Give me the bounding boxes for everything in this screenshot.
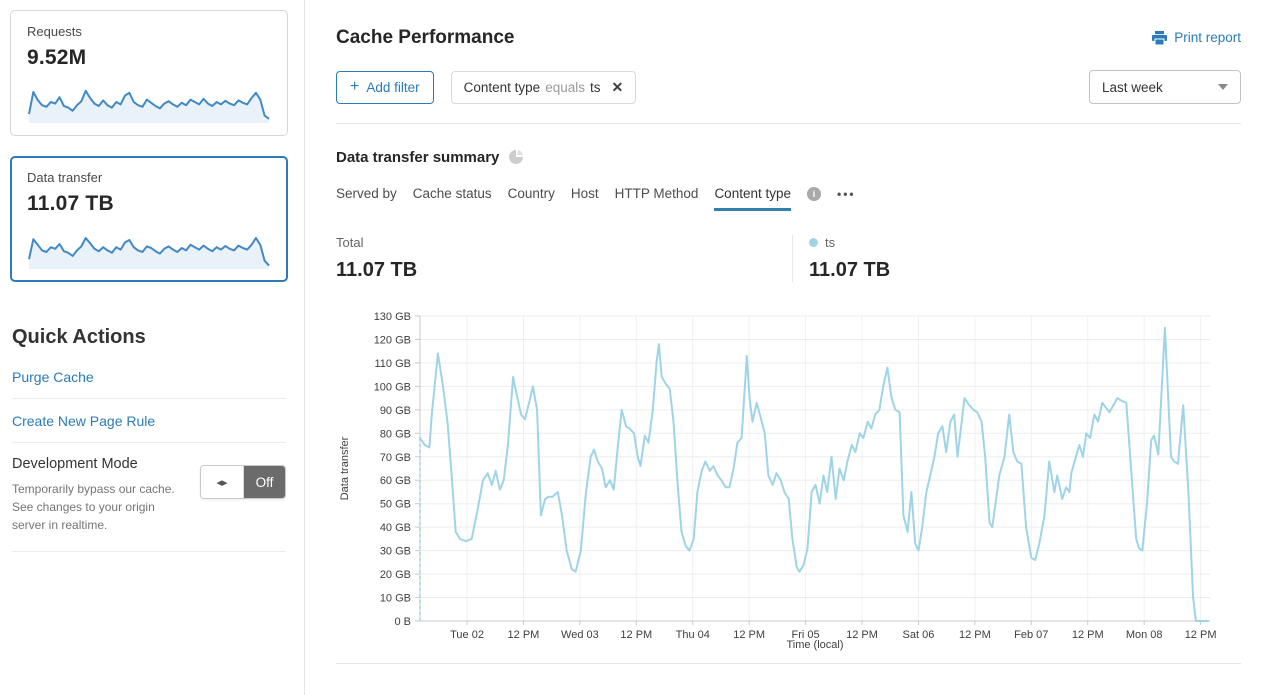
filter-chip[interactable]: Content type equals ts ✕ — [450, 70, 637, 104]
sidebar: Requests 9.52M Data transfer 11.07 TB Qu… — [0, 0, 305, 695]
toggle-state-label: Off — [244, 466, 285, 498]
series-value: 11.07 TB — [809, 259, 891, 281]
data-transfer-summary-section: Data transfer summary Served by Cache st… — [336, 124, 1241, 674]
data-transfer-metric-card[interactable]: Data transfer 11.07 TB — [10, 156, 288, 282]
requests-metric-card[interactable]: Requests 9.52M — [10, 10, 288, 136]
data-transfer-card-label: Data transfer — [27, 170, 103, 185]
total-value: 11.07 TB — [336, 259, 418, 281]
plus-icon: + — [350, 78, 360, 95]
toggle-arrows-icon: ◂▸ — [201, 466, 244, 498]
svg-text:70 GB: 70 GB — [380, 452, 411, 464]
svg-text:12 PM: 12 PM — [1072, 629, 1104, 641]
tab-country[interactable]: Country — [507, 186, 555, 201]
info-icon[interactable]: i — [807, 187, 821, 201]
tab-content-type[interactable]: Content type — [714, 186, 791, 211]
total-label: Total — [336, 235, 364, 250]
svg-text:Feb 07: Feb 07 — [1014, 629, 1048, 641]
svg-text:12 PM: 12 PM — [620, 629, 652, 641]
series-color-dot — [809, 238, 818, 247]
chevron-down-icon — [1218, 84, 1228, 90]
printer-icon — [1152, 30, 1168, 45]
svg-text:100 GB: 100 GB — [374, 381, 411, 393]
add-filter-button[interactable]: + Add filter — [336, 70, 434, 104]
svg-text:50 GB: 50 GB — [380, 499, 411, 511]
svg-text:12 PM: 12 PM — [733, 629, 765, 641]
svg-text:20 GB: 20 GB — [380, 569, 411, 581]
svg-text:Data transfer: Data transfer — [339, 436, 351, 500]
tab-host[interactable]: Host — [570, 186, 599, 201]
svg-text:12 PM: 12 PM — [959, 629, 991, 641]
svg-text:60 GB: 60 GB — [380, 475, 411, 487]
purge-cache-link[interactable]: Purge Cache — [12, 355, 286, 399]
quick-actions-section: Quick Actions Purge Cache Create New Pag… — [10, 302, 288, 552]
svg-text:80 GB: 80 GB — [380, 428, 411, 440]
requests-card-label: Requests — [27, 24, 82, 39]
filter-field: Content type — [463, 79, 541, 95]
tab-http-method[interactable]: HTTP Method — [614, 186, 699, 201]
summary-tabs: Served by Cache status Country Host HTTP… — [336, 186, 1241, 211]
svg-text:130 GB: 130 GB — [374, 311, 411, 323]
requests-card-value: 9.52M — [27, 46, 87, 69]
development-mode-toggle[interactable]: ◂▸ Off — [200, 465, 286, 499]
summary-title: Data transfer summary — [336, 149, 500, 166]
development-mode-description: Temporarily bypass our cache. See change… — [12, 482, 175, 532]
print-report-label: Print report — [1174, 30, 1241, 45]
svg-text:12 PM: 12 PM — [508, 629, 540, 641]
svg-text:Thu 04: Thu 04 — [676, 629, 710, 641]
svg-text:Tue 02: Tue 02 — [450, 629, 484, 641]
print-report-link[interactable]: Print report — [1152, 30, 1241, 45]
main-content: Cache Performance Print report + Add fil… — [305, 0, 1285, 695]
data-transfer-chart[interactable]: Tue 02 12 PM Wed 03 12 PM Thu 04 12 PM Fri 05 1… — [336, 302, 1240, 654]
svg-text:30 GB: 30 GB — [380, 546, 411, 558]
section-divider — [336, 663, 1241, 674]
svg-text:Mon 08: Mon 08 — [1126, 629, 1163, 641]
svg-text:0 B: 0 B — [394, 616, 411, 628]
series-name: ts — [825, 235, 836, 250]
data-transfer-sparkline-chart — [28, 237, 270, 269]
remove-filter-icon[interactable]: ✕ — [611, 78, 624, 95]
series-legend: ts 11.07 TB — [792, 235, 890, 282]
development-mode-section: Development Mode Temporarily bypass our … — [12, 443, 286, 552]
svg-text:110 GB: 110 GB — [375, 358, 412, 370]
time-range-select[interactable]: Last week — [1089, 70, 1241, 104]
svg-text:90 GB: 90 GB — [380, 405, 411, 417]
main-header: Cache Performance Print report + Add fil… — [336, 0, 1241, 124]
svg-text:12 PM: 12 PM — [846, 629, 878, 641]
svg-text:12 PM: 12 PM — [1185, 629, 1217, 641]
create-new-page-rule-link[interactable]: Create New Page Rule — [12, 399, 286, 443]
svg-text:Sat 06: Sat 06 — [903, 629, 935, 641]
page-title: Cache Performance — [336, 27, 515, 48]
quick-actions-title: Quick Actions — [12, 326, 146, 348]
more-tabs-icon[interactable]: ••• — [837, 187, 856, 201]
svg-text:120 GB: 120 GB — [374, 334, 411, 346]
tab-served-by[interactable]: Served by — [336, 186, 397, 201]
svg-text:10 GB: 10 GB — [380, 593, 411, 605]
data-transfer-card-value: 11.07 TB — [27, 192, 114, 215]
development-mode-title: Development Mode — [12, 456, 138, 472]
tab-cache-status[interactable]: Cache status — [412, 186, 492, 201]
svg-text:Time (local): Time (local) — [786, 639, 843, 651]
time-range-value: Last week — [1102, 79, 1163, 95]
filter-operator: equals — [545, 79, 585, 95]
svg-text:Fri 05: Fri 05 — [792, 629, 820, 641]
filter-value: ts — [589, 79, 601, 95]
svg-text:40 GB: 40 GB — [380, 522, 411, 534]
pie-chart-icon — [509, 149, 524, 164]
summary-stats: Total 11.07 TB ts 11.07 TB — [336, 235, 1241, 282]
svg-text:Wed 03: Wed 03 — [561, 629, 599, 641]
add-filter-label: Add filter — [366, 79, 420, 95]
requests-sparkline-chart — [28, 89, 270, 123]
